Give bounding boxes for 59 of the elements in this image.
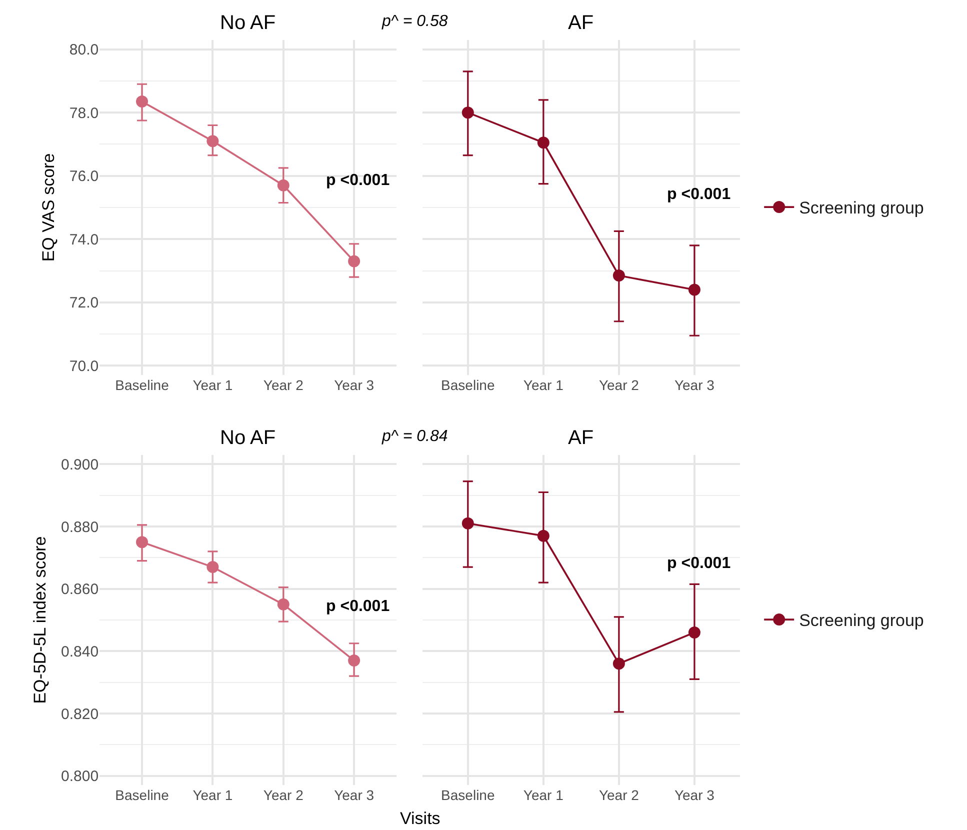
point: [277, 598, 290, 610]
x-tick-label: Year 2: [598, 377, 640, 394]
chart-subtitle: p^ = 0.84: [381, 428, 448, 445]
x-tick-label: Year 2: [598, 787, 640, 804]
chart-title: AF: [568, 12, 594, 34]
legend-label: Screening group: [799, 198, 924, 218]
point: [277, 179, 290, 192]
x-tick-label: Year 2: [263, 377, 304, 394]
point: [688, 626, 700, 638]
chart-title: No AF: [220, 12, 276, 34]
point: [612, 658, 625, 670]
y-tick-label: 0.820: [61, 706, 99, 723]
x-tick-label: Baseline: [115, 377, 170, 394]
x-tick-label: Baseline: [441, 377, 495, 394]
x-axis-title: Visits: [400, 809, 440, 828]
annotation: p <0.001: [326, 172, 390, 189]
chart-title: AF: [568, 427, 594, 449]
chart-subtitle: p^ = 0.58: [381, 13, 448, 30]
y-tick-label: 74.0: [69, 231, 99, 248]
y-tick-label: 80.0: [69, 42, 99, 59]
annotation: p <0.001: [667, 186, 731, 203]
point: [206, 561, 219, 574]
point: [462, 517, 474, 530]
y-tick-label: 0.880: [61, 518, 99, 536]
point: [206, 135, 219, 148]
x-tick-label: Year 1: [192, 787, 233, 804]
x-tick-label: Year 3: [674, 377, 715, 394]
x-tick-label: Baseline: [115, 787, 170, 804]
y-axis-title: EQ VAS score: [38, 153, 58, 262]
x-tick-label: Year 3: [334, 787, 374, 804]
annotation: p <0.001: [326, 598, 390, 615]
x-tick-label: Year 2: [263, 787, 304, 804]
x-tick-label: Year 3: [334, 377, 374, 394]
point: [688, 284, 700, 296]
y-tick-label: 0.800: [61, 768, 99, 786]
y-tick-label: 78.0: [69, 104, 99, 122]
y-tick-label: 0.860: [61, 581, 99, 598]
y-tick-label: 0.900: [61, 456, 99, 474]
annotation: p <0.001: [667, 555, 731, 572]
x-tick-label: Year 3: [674, 787, 715, 804]
x-tick-label: Year 1: [523, 787, 564, 804]
x-tick-label: Year 1: [192, 377, 233, 394]
x-tick-label: Year 1: [523, 377, 564, 394]
y-tick-label: 72.0: [69, 294, 99, 312]
y-tick-label: 76.0: [69, 168, 99, 186]
x-tick-label: Baseline: [441, 787, 495, 804]
point: [136, 96, 148, 108]
point: [348, 654, 360, 667]
y-tick-label: 0.840: [61, 643, 99, 660]
point: [136, 536, 148, 548]
legend-label: Screening group: [799, 611, 924, 630]
point: [537, 530, 550, 542]
y-tick-label: 70.0: [69, 358, 99, 375]
chart-title: No AF: [220, 427, 276, 449]
y-axis-title: EQ-5D-5L index score: [30, 536, 50, 704]
point: [348, 255, 360, 268]
point: [462, 106, 474, 119]
point: [612, 270, 625, 282]
point: [537, 136, 550, 149]
